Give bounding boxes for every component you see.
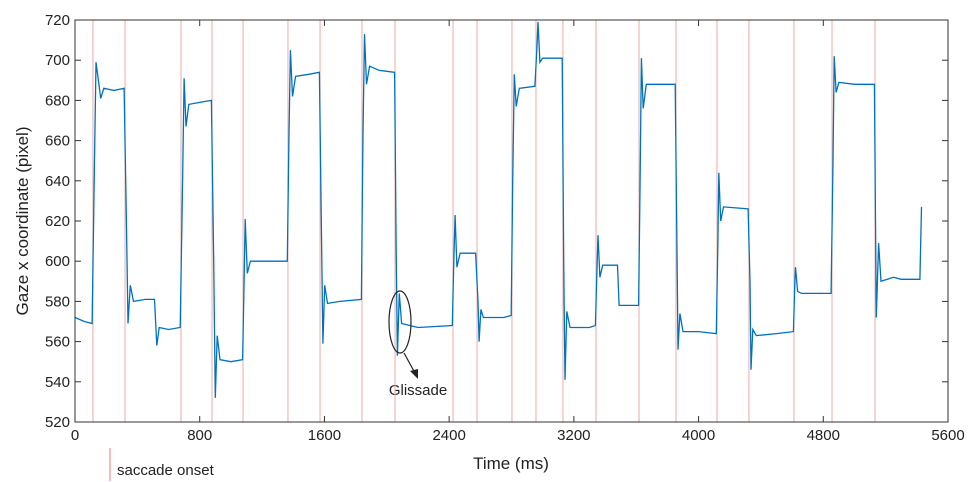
legend-label: saccade onset <box>117 462 215 479</box>
annotation-arrow <box>403 352 416 374</box>
annotation: Glissade <box>389 382 447 399</box>
x-tick-label: 2400 <box>432 427 465 444</box>
x-tick-label: 5600 <box>931 427 964 444</box>
x-axis-label: Time (ms) <box>473 454 549 473</box>
y-tick-label: 700 <box>45 52 70 69</box>
x-tick-label: 800 <box>187 427 212 444</box>
y-tick-label: 540 <box>45 374 70 391</box>
y-tick-label: 640 <box>45 173 70 190</box>
y-axis-label: Gaze x coordinate (pixel) <box>13 127 32 316</box>
x-tick-label: 1600 <box>308 427 341 444</box>
x-tick-label: 4800 <box>807 427 840 444</box>
y-tick-label: 600 <box>45 253 70 270</box>
x-tick-label: 0 <box>71 427 79 444</box>
y-tick-label: 560 <box>45 334 70 351</box>
y-tick-label: 660 <box>45 133 70 150</box>
annotation-ellipse <box>388 290 412 354</box>
annotation-arrowhead <box>410 369 418 379</box>
x-tick-label: 3200 <box>557 427 590 444</box>
gaze-line <box>74 21 923 398</box>
y-tick-label: 520 <box>45 414 70 431</box>
y-tick-label: 620 <box>45 213 70 230</box>
y-tick-label: 720 <box>45 12 70 29</box>
y-tick-label: 580 <box>45 293 70 310</box>
x-tick-label: 4000 <box>682 427 715 444</box>
y-tick-label: 680 <box>45 92 70 109</box>
